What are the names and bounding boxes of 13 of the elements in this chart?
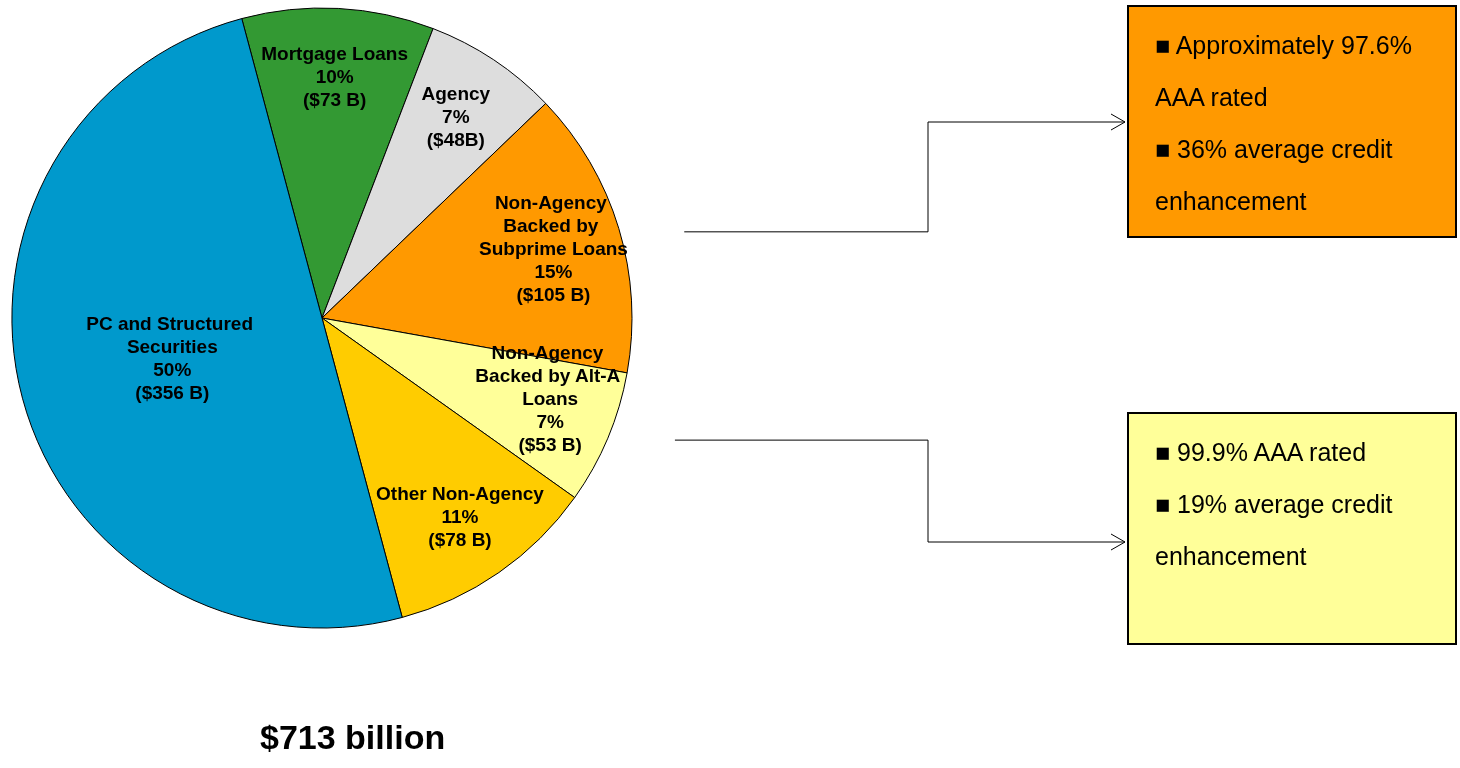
- data-label: 50% ($356 B): [135, 359, 210, 404]
- data-label: 15% ($105 B): [516, 260, 591, 305]
- text: $713 billion: [260, 718, 446, 756]
- data-label: 11% ($78 B): [428, 506, 492, 551]
- data-label: 10% ($73 B): [302, 66, 367, 111]
- data-label: 7% ($53 B): [518, 410, 582, 455]
- text: ■ Approximately 97.6% AAA rated ■ 36% average credit enhancement: [1155, 31, 1412, 215]
- slice-label: Agency: [421, 83, 491, 105]
- text: ■ 99.9% AAA rated ■ 19% average credit enhancement: [1155, 438, 1393, 570]
- slice-label: Other Non-Agency: [376, 483, 545, 505]
- slice-label: Mortgage Loans: [261, 43, 409, 65]
- data-label: 7% ($48B): [426, 106, 485, 151]
- slice-label: PC and Structured Securities: [86, 313, 259, 358]
